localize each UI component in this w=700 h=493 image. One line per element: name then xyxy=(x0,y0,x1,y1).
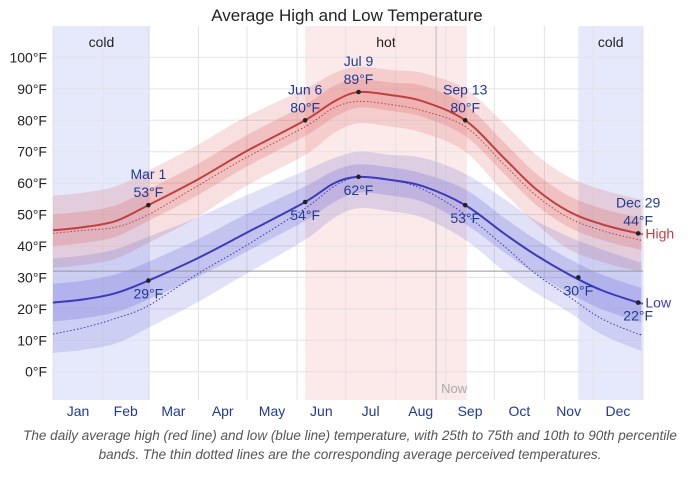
series-lines: Now High Low xyxy=(52,26,674,400)
ytick-label-2: 20°F xyxy=(17,301,47,317)
month-label-sep: Sep xyxy=(458,403,483,419)
annotation-dot-8 xyxy=(576,275,581,280)
annotation-value-8: 30°F xyxy=(563,282,593,298)
annotation-value-5: 62°F xyxy=(344,182,374,198)
ytick-label-0: 0°F xyxy=(25,364,47,380)
annotation-dot-2 xyxy=(302,117,308,123)
ytick-label-5: 50°F xyxy=(17,207,47,223)
high-band-25-75 xyxy=(53,79,643,250)
annotation-date-4: Jul 9 xyxy=(344,53,374,69)
season-label-2: cold xyxy=(598,34,624,50)
month-label-mar: Mar xyxy=(161,403,185,419)
annotation-value-1: 29°F xyxy=(134,286,164,302)
chart-caption: The daily average high (red line) and lo… xyxy=(23,428,677,462)
annotation-value-9: 44°F xyxy=(623,212,653,228)
month-label-jul: Jul xyxy=(362,403,380,419)
axes: 0°F 10°F 20°F 30°F 40°F 50°F 60°F 70°F 80°F 90°F 1… xyxy=(9,49,630,419)
month-label-aug: Aug xyxy=(408,403,433,419)
annotation-dot-9 xyxy=(635,231,641,236)
annotation-date-6: Sep 13 xyxy=(443,81,488,97)
high-band-10-90 xyxy=(53,66,643,272)
ytick-label-6: 60°F xyxy=(17,175,47,191)
month-label-jun: Jun xyxy=(310,403,333,419)
month-label-apr: Apr xyxy=(212,403,234,419)
annotation-dot-6 xyxy=(462,117,468,123)
month-label-dec: Dec xyxy=(605,403,630,419)
low-line xyxy=(52,175,644,305)
season-band-2 xyxy=(578,26,643,400)
ytick-label-9: 90°F xyxy=(17,81,47,97)
annotation-value-2: 80°F xyxy=(290,99,320,115)
annotation-date-2: Jun 6 xyxy=(288,81,322,97)
month-label-nov: Nov xyxy=(556,403,581,419)
low-band-25-75 xyxy=(53,164,643,323)
high-series-label: High xyxy=(645,225,674,241)
season-label-0: cold xyxy=(89,34,115,50)
annotation-date-0: Mar 1 xyxy=(130,166,166,182)
ytick-label-4: 40°F xyxy=(17,238,47,254)
annotation-markers: Mar 1 53°F 29°F Jun 6 80°F 54°F Jul 9 89°F 62°F S… xyxy=(130,53,660,324)
ytick-label-1: 10°F xyxy=(17,332,47,348)
annotation-dot-1 xyxy=(146,278,151,283)
month-label-may: May xyxy=(259,403,285,419)
chart-title: Average High and Low Temperature xyxy=(211,6,483,25)
annotation-value-3: 54°F xyxy=(290,207,320,223)
annotation-dot-5 xyxy=(356,174,361,180)
month-label-jan: Jan xyxy=(67,403,90,419)
ytick-label-8: 80°F xyxy=(17,112,47,128)
high-line xyxy=(52,90,644,236)
ytick-label-3: 30°F xyxy=(17,269,47,285)
annotation-dot-4 xyxy=(356,89,361,95)
low-band-10-90 xyxy=(53,151,643,353)
season-label-1: hot xyxy=(376,34,396,50)
month-label-oct: Oct xyxy=(508,403,530,419)
ytick-label-10: 100°F xyxy=(9,49,47,65)
annotation-value-4: 89°F xyxy=(344,71,374,87)
grid-lines xyxy=(52,26,644,400)
low-series-label: Low xyxy=(645,295,672,311)
high-feels-like-line xyxy=(52,100,643,241)
annotation-date-9: Dec 29 xyxy=(616,194,661,210)
temperature-chart: Average High and Low Temperature cold hot… xyxy=(9,6,674,419)
now-label: Now xyxy=(441,381,468,396)
annotation-value-10: 22°F xyxy=(623,308,653,324)
annotation-dot-10 xyxy=(635,300,641,305)
annotation-value-0: 53°F xyxy=(134,184,164,200)
annotation-dot-3 xyxy=(302,199,308,205)
annotation-value-7: 53°F xyxy=(450,210,480,226)
percentile-bands xyxy=(53,66,643,353)
season-bands: cold hot cold xyxy=(53,26,643,400)
annotation-value-6: 80°F xyxy=(450,99,480,115)
annotation-dot-7 xyxy=(462,202,468,208)
ytick-label-7: 70°F xyxy=(17,144,47,160)
season-band-1 xyxy=(305,26,467,400)
month-label-feb: Feb xyxy=(114,403,138,419)
annotation-dot-0 xyxy=(146,202,151,208)
